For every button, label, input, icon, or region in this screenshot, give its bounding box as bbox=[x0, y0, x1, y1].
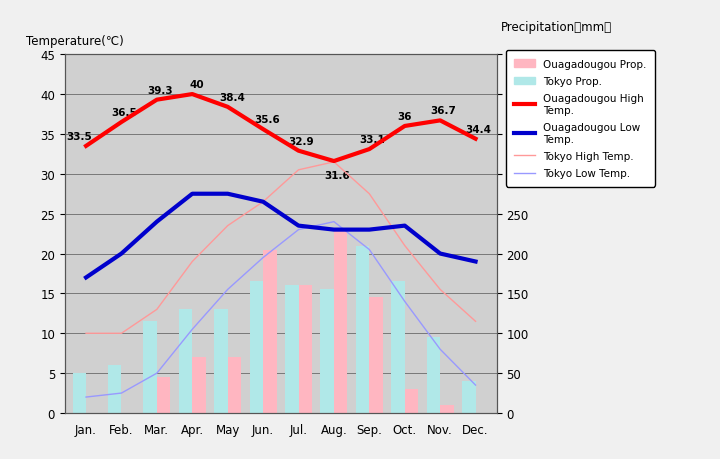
Ouagadougou High
Temp. bbox=[365, 147, 374, 152]
Text: 39.3: 39.3 bbox=[147, 85, 173, 95]
Ouagadougou High
Temp. bbox=[117, 120, 126, 125]
Ouagadougou High
Temp. bbox=[153, 98, 161, 103]
Tokyo Low Temp. bbox=[400, 299, 409, 304]
Ouagadougou Low
Temp. bbox=[400, 224, 409, 229]
Tokyo Low Temp. bbox=[471, 382, 480, 388]
Bar bbox=[440, 405, 454, 413]
Ouagadougou Low
Temp. bbox=[117, 251, 126, 257]
Bar bbox=[228, 358, 241, 413]
Line: Ouagadougou High
Temp.: Ouagadougou High Temp. bbox=[86, 95, 475, 162]
Ouagadougou High
Temp. bbox=[188, 92, 197, 98]
Legend: Ouagadougou Prop., Tokyo Prop., Ouagadougou High
Temp., Ouagadougou Low
Temp., T: Ouagadougou Prop., Tokyo Prop., Ouagadou… bbox=[505, 51, 654, 187]
Tokyo High Temp. bbox=[153, 307, 161, 313]
Text: Temperature(℃): Temperature(℃) bbox=[26, 35, 124, 48]
Text: 38.4: 38.4 bbox=[219, 93, 245, 103]
Bar bbox=[143, 322, 157, 413]
Tokyo High Temp. bbox=[294, 168, 303, 173]
Ouagadougou High
Temp. bbox=[471, 137, 480, 142]
Ouagadougou Low
Temp. bbox=[223, 191, 232, 197]
Bar bbox=[462, 381, 475, 413]
Ouagadougou High
Temp. bbox=[223, 105, 232, 110]
Bar bbox=[215, 310, 228, 413]
Ouagadougou Low
Temp. bbox=[188, 191, 197, 197]
Tokyo Low Temp. bbox=[188, 327, 197, 332]
Text: 40: 40 bbox=[189, 80, 204, 90]
Tokyo High Temp. bbox=[330, 160, 338, 165]
Ouagadougou Low
Temp. bbox=[258, 200, 267, 205]
Line: Ouagadougou Low
Temp.: Ouagadougou Low Temp. bbox=[86, 194, 475, 278]
Bar bbox=[179, 310, 192, 413]
Tokyo Low Temp. bbox=[330, 219, 338, 225]
Tokyo High Temp. bbox=[188, 259, 197, 265]
Ouagadougou High
Temp. bbox=[330, 159, 338, 164]
Bar bbox=[427, 337, 440, 413]
Tokyo Low Temp. bbox=[153, 370, 161, 376]
Text: 35.6: 35.6 bbox=[254, 115, 280, 125]
Tokyo High Temp. bbox=[365, 191, 374, 197]
Text: 32.9: 32.9 bbox=[289, 136, 314, 146]
Ouagadougou Low
Temp. bbox=[82, 275, 91, 280]
Tokyo Low Temp. bbox=[223, 287, 232, 292]
Bar bbox=[405, 389, 418, 413]
Tokyo High Temp. bbox=[223, 224, 232, 229]
Bar bbox=[320, 290, 334, 413]
Ouagadougou High
Temp. bbox=[436, 118, 444, 124]
Tokyo High Temp. bbox=[117, 331, 126, 336]
Text: 34.4: 34.4 bbox=[465, 124, 491, 134]
Tokyo Low Temp. bbox=[117, 391, 126, 396]
Text: 36.7: 36.7 bbox=[430, 106, 456, 116]
Bar bbox=[299, 286, 312, 413]
Bar bbox=[157, 377, 171, 413]
Tokyo High Temp. bbox=[258, 200, 267, 205]
Ouagadougou High
Temp. bbox=[82, 144, 91, 149]
Bar bbox=[369, 298, 383, 413]
Ouagadougou High
Temp. bbox=[294, 149, 303, 154]
Bar bbox=[263, 250, 276, 413]
Tokyo High Temp. bbox=[82, 331, 91, 336]
Ouagadougou Low
Temp. bbox=[294, 224, 303, 229]
Bar bbox=[334, 230, 347, 413]
Bar bbox=[285, 286, 299, 413]
Ouagadougou High
Temp. bbox=[258, 127, 267, 133]
Text: 33.1: 33.1 bbox=[359, 135, 385, 145]
Ouagadougou Low
Temp. bbox=[436, 251, 444, 257]
Tokyo High Temp. bbox=[436, 287, 444, 292]
Line: Tokyo Low Temp.: Tokyo Low Temp. bbox=[86, 222, 475, 397]
Tokyo Low Temp. bbox=[436, 347, 444, 352]
Text: 33.5: 33.5 bbox=[66, 132, 92, 142]
Tokyo Low Temp. bbox=[258, 255, 267, 261]
Text: 31.6: 31.6 bbox=[324, 170, 350, 180]
Tokyo Low Temp. bbox=[82, 394, 91, 400]
Tokyo High Temp. bbox=[471, 319, 480, 325]
Bar bbox=[250, 282, 263, 413]
Bar bbox=[108, 365, 122, 413]
Bar bbox=[192, 358, 206, 413]
Ouagadougou Low
Temp. bbox=[153, 219, 161, 225]
Text: Precipitation（mm）: Precipitation（mm） bbox=[500, 22, 611, 34]
Ouagadougou High
Temp. bbox=[400, 124, 409, 129]
Ouagadougou Low
Temp. bbox=[471, 259, 480, 265]
Tokyo Low Temp. bbox=[294, 227, 303, 233]
Tokyo High Temp. bbox=[400, 243, 409, 249]
Bar bbox=[391, 282, 405, 413]
Tokyo Low Temp. bbox=[365, 247, 374, 253]
Ouagadougou Low
Temp. bbox=[330, 227, 338, 233]
Bar bbox=[356, 246, 369, 413]
Line: Tokyo High Temp.: Tokyo High Temp. bbox=[86, 162, 475, 334]
Ouagadougou Low
Temp. bbox=[365, 227, 374, 233]
Text: 36.5: 36.5 bbox=[112, 108, 137, 118]
Bar bbox=[73, 373, 86, 413]
Text: 36: 36 bbox=[397, 112, 412, 122]
